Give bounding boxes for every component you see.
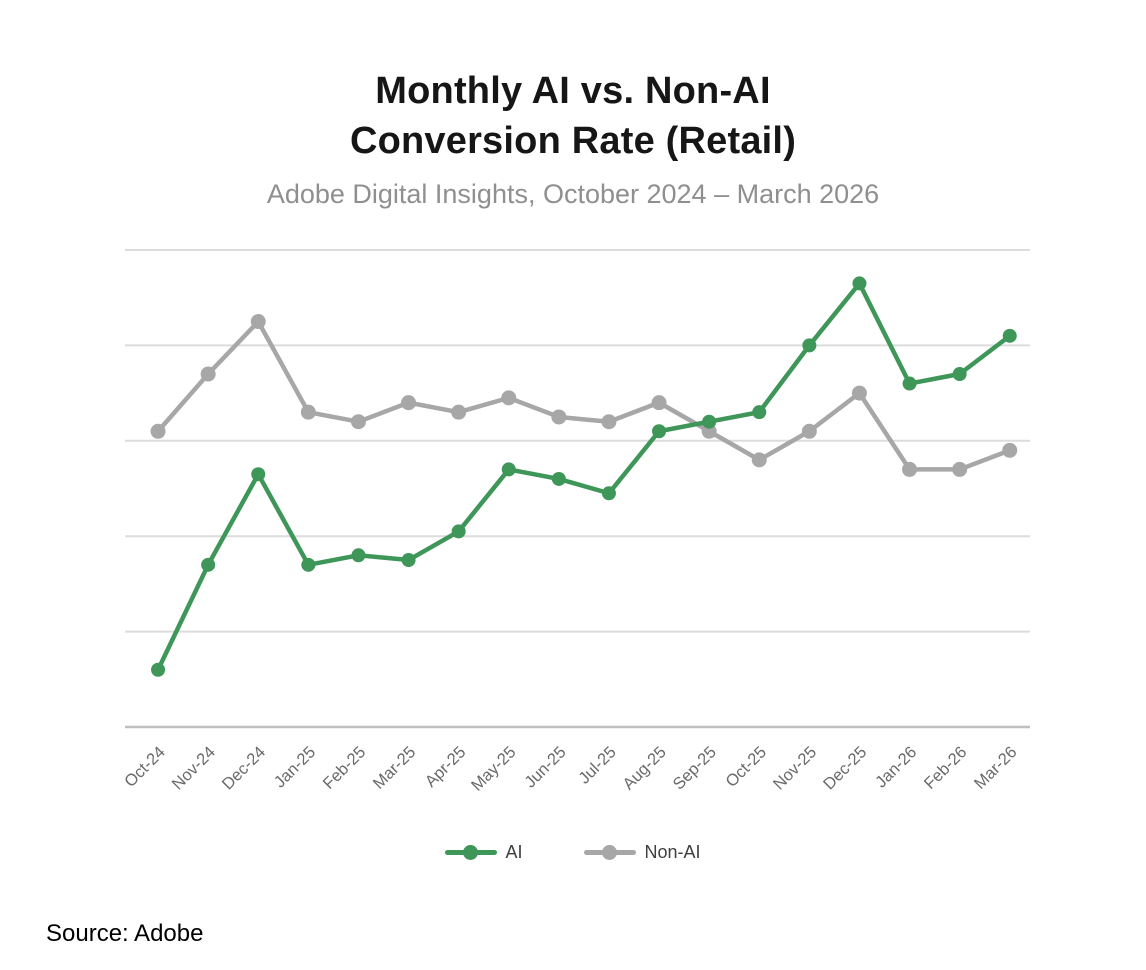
legend-item-ai: AI [445, 842, 522, 863]
x-axis-label: Dec-24 [219, 743, 269, 793]
data-point-ai [601, 486, 616, 501]
data-point-non-ai [200, 366, 216, 382]
x-axis-label: Dec-25 [820, 743, 870, 793]
data-point-ai [151, 662, 166, 677]
x-axis-label: Mar-26 [971, 743, 1021, 793]
data-point-non-ai [801, 423, 817, 439]
x-axis-label: Sep-25 [670, 743, 720, 793]
data-point-ai [401, 553, 416, 568]
data-point-ai [852, 276, 867, 291]
legend-label-ai: AI [505, 842, 523, 862]
data-point-ai [802, 338, 817, 353]
data-point-ai [201, 557, 216, 572]
chart-header: Monthly AI vs. Non-AI Conversion Rate (R… [0, 66, 1146, 210]
x-axis-label: Jul-25 [575, 743, 620, 788]
chart-subtitle: Adobe Digital Insights, October 2024 – M… [266, 179, 880, 210]
x-axis-label: Oct-24 [121, 743, 169, 791]
source-note: Source: Adobe [46, 920, 204, 947]
x-axis-label: Jan-26 [872, 743, 920, 791]
data-point-non-ai [751, 452, 767, 468]
data-point-non-ai [651, 395, 667, 411]
x-axis-label: May-25 [468, 743, 520, 795]
x-axis-label: Jan-25 [271, 743, 319, 791]
data-point-ai [301, 557, 316, 572]
data-point-ai [551, 471, 566, 486]
x-axis-label: Feb-26 [921, 743, 971, 793]
data-point-ai [251, 467, 266, 482]
data-point-ai [501, 462, 516, 477]
data-point-non-ai [401, 395, 417, 411]
chart-title-line-1: Monthly AI vs. Non-AI [375, 70, 771, 112]
data-point-non-ai [350, 414, 366, 430]
data-point-ai [1002, 328, 1017, 343]
data-point-ai [351, 548, 366, 563]
x-axis-label: Feb-25 [320, 743, 370, 793]
ai-legend-dot-icon [463, 845, 479, 860]
chart-plot: Oct-24 Nov-24 Dec-24 Jan-25 Feb-25 Mar-25 Apr-… [121, 249, 1030, 795]
legend-item-non-ai: Non-AI [584, 842, 701, 863]
chart-title-line-2: Conversion Rate (Retail) [349, 120, 797, 163]
data-point-non-ai [300, 404, 316, 420]
series-line-non-ai [155, 319, 1012, 472]
data-point-ai [752, 405, 767, 420]
data-point-non-ai [601, 414, 617, 430]
data-point-non-ai [902, 461, 918, 477]
data-point-non-ai [150, 423, 166, 439]
x-axis-label: Oct-25 [722, 743, 770, 791]
data-point-ai [451, 524, 466, 539]
data-point-non-ai [551, 409, 567, 425]
chart-title: Monthly AI vs. Non-AI Conversion Rate (R… [0, 66, 1146, 166]
x-axis-labels: Oct-24 Nov-24 Dec-24 Jan-25 Feb-25 Mar-25 Apr-… [121, 743, 1020, 795]
x-axis-label: Apr-25 [422, 743, 470, 791]
x-axis-label: Mar-25 [370, 743, 420, 793]
gridlines [125, 249, 1030, 633]
data-point-non-ai [501, 390, 517, 406]
data-point-non-ai [451, 404, 467, 420]
x-axis-label: Nov-25 [770, 743, 820, 793]
data-point-non-ai [952, 461, 968, 477]
series-ai [151, 276, 1017, 677]
data-point-non-ai [851, 385, 867, 401]
x-axis-label: Nov-24 [169, 743, 219, 793]
series-non-ai [150, 314, 1018, 477]
data-point-ai [952, 367, 967, 382]
x-axis-label: Jun-25 [521, 743, 569, 791]
data-point-non-ai [1002, 442, 1018, 458]
ai-series-marker-icon [445, 845, 498, 861]
data-point-ai [702, 414, 717, 429]
data-point-non-ai [250, 314, 266, 330]
data-point-ai [902, 376, 917, 391]
chart-legend: AI Non-AI [0, 842, 1146, 863]
x-axis-label: Aug-25 [620, 743, 670, 793]
legend-label-non-ai: Non-AI [644, 842, 701, 862]
non-ai-series-marker-icon [584, 845, 637, 861]
non-ai-legend-dot-icon [602, 845, 618, 860]
data-point-ai [652, 424, 667, 439]
series-line-ai [155, 281, 1012, 673]
